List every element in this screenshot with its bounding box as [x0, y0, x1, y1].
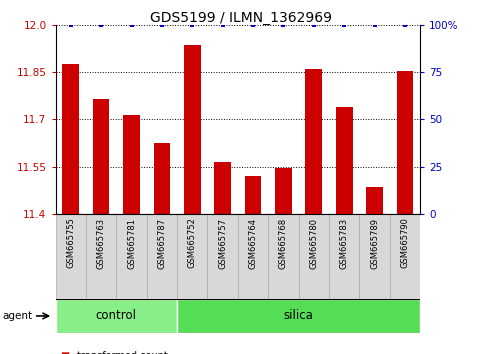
Text: GSM665790: GSM665790: [400, 218, 410, 268]
Bar: [245, 176, 261, 214]
Point: [219, 22, 227, 28]
Text: silica: silica: [284, 309, 313, 322]
Text: GSM665757: GSM665757: [218, 218, 227, 269]
Bar: [56, 299, 177, 333]
Text: control: control: [96, 309, 137, 322]
Bar: [154, 143, 170, 214]
Bar: [208, 214, 238, 299]
Text: GSM665789: GSM665789: [370, 218, 379, 269]
Point: [67, 22, 74, 28]
Point: [401, 22, 409, 28]
Text: GSM665783: GSM665783: [340, 218, 349, 269]
Bar: [275, 169, 292, 214]
Bar: [298, 214, 329, 299]
Bar: [366, 187, 383, 214]
Text: GSM665787: GSM665787: [157, 218, 167, 269]
Bar: [238, 214, 268, 299]
Bar: [86, 214, 116, 299]
Bar: [336, 107, 353, 214]
Bar: [116, 214, 147, 299]
Bar: [62, 64, 79, 214]
Bar: [214, 162, 231, 214]
Point: [341, 22, 348, 28]
Bar: [147, 214, 177, 299]
Point: [97, 22, 105, 28]
Text: GDS5199 / ILMN_1362969: GDS5199 / ILMN_1362969: [151, 11, 332, 25]
Bar: [268, 214, 298, 299]
Bar: [329, 214, 359, 299]
Point: [128, 22, 135, 28]
Text: agent: agent: [2, 311, 32, 321]
Text: GSM665780: GSM665780: [309, 218, 318, 269]
Text: GSM665781: GSM665781: [127, 218, 136, 269]
Text: GSM665763: GSM665763: [97, 218, 106, 269]
Bar: [177, 214, 208, 299]
Text: GSM665764: GSM665764: [249, 218, 257, 269]
Bar: [123, 115, 140, 214]
Bar: [184, 45, 200, 214]
Point: [280, 22, 287, 28]
Text: GSM665752: GSM665752: [188, 218, 197, 268]
Bar: [397, 70, 413, 214]
Point: [158, 22, 166, 28]
Text: GSM665755: GSM665755: [66, 218, 75, 268]
Text: ■: ■: [60, 351, 70, 354]
Text: GSM665768: GSM665768: [279, 218, 288, 269]
Bar: [177, 299, 420, 333]
Bar: [390, 214, 420, 299]
Text: transformed count: transformed count: [77, 351, 168, 354]
Point: [371, 22, 379, 28]
Bar: [305, 69, 322, 214]
Point: [249, 22, 257, 28]
Bar: [93, 99, 110, 214]
Bar: [359, 214, 390, 299]
Point: [310, 22, 318, 28]
Bar: [56, 214, 86, 299]
Point: [188, 22, 196, 28]
